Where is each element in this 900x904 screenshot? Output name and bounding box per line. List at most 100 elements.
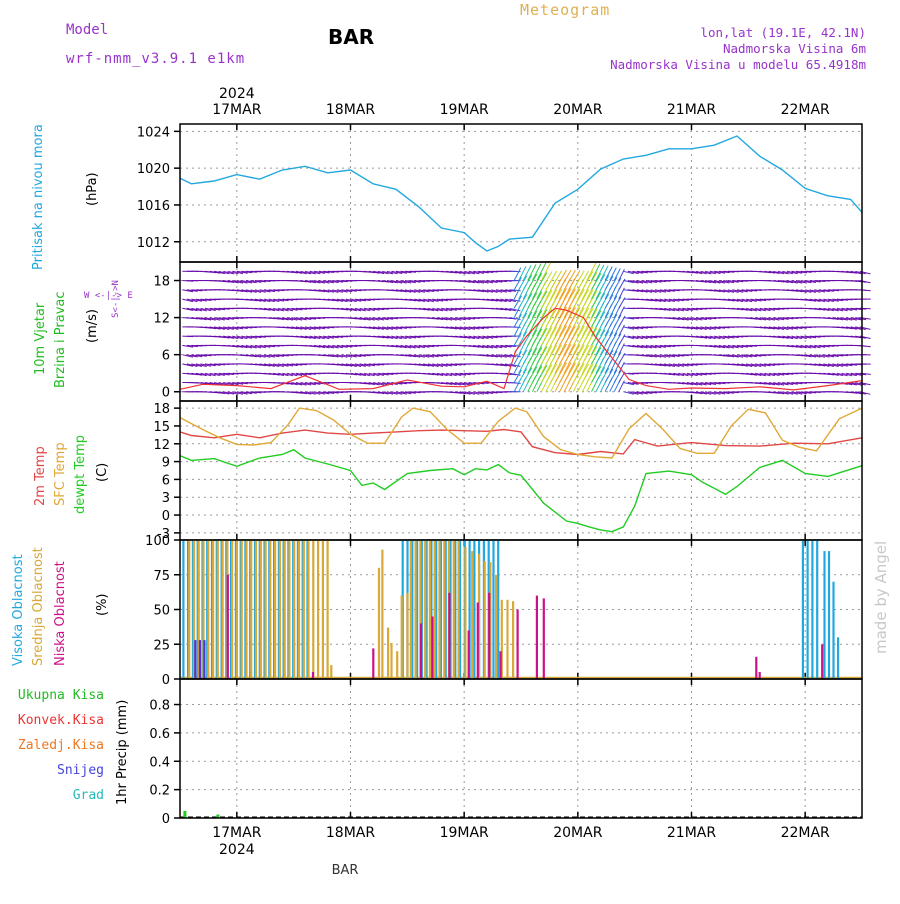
y-tick-label: 6 xyxy=(162,473,170,488)
low-cloud-bar xyxy=(488,593,490,679)
mid-cloud-bar xyxy=(406,593,408,679)
high-cloud-bar xyxy=(497,540,499,679)
y-tick-label: 0.6 xyxy=(149,727,170,742)
low-cloud-bar xyxy=(420,623,422,679)
mid-cloud-bar xyxy=(188,540,190,679)
legend-conv-rain: Konvek.Kisa xyxy=(18,713,104,728)
mid-cloud-bar xyxy=(265,540,267,679)
model-elevation-text: Nadmorska Visina u modelu 65.4918m xyxy=(610,57,866,72)
mid-cloud-bar xyxy=(330,665,332,679)
wind-arrow xyxy=(532,329,541,346)
y-tick-label: 0 xyxy=(162,386,170,401)
mid-cloud-bar xyxy=(443,540,445,679)
low-cloud-bar xyxy=(517,610,519,680)
wind-arrow xyxy=(596,367,605,382)
low-cloud-bar xyxy=(199,640,201,679)
mid-cloud-bar xyxy=(236,540,238,679)
pressure-line xyxy=(180,136,862,251)
mid-cloud-bar xyxy=(293,540,295,679)
station-title: BAR xyxy=(328,25,374,49)
panel-frame xyxy=(180,679,862,818)
low-cloud-bar xyxy=(203,640,205,679)
mid-cloud-bar xyxy=(387,628,389,679)
wind-arrow xyxy=(532,273,541,290)
mid-cloud-bar xyxy=(429,540,431,679)
low-cloud-bar xyxy=(431,617,433,680)
mid-cloud-bar xyxy=(312,540,314,679)
cloud-unit: (%) xyxy=(95,594,110,617)
mid-cloud-bar xyxy=(401,596,403,679)
y-tick-label: 18 xyxy=(153,402,170,417)
mid-cloud-bar xyxy=(284,540,286,679)
mid-cloud-bar xyxy=(274,540,276,679)
temp-unit: (C) xyxy=(95,463,110,482)
compass-we-label: W <-|-> E xyxy=(84,291,133,301)
high-cloud-bar xyxy=(807,540,809,679)
y-tick-label: 25 xyxy=(153,638,170,653)
wind-arrows xyxy=(182,262,870,394)
low-cloud-bar xyxy=(755,657,757,679)
wind-arrow xyxy=(592,311,601,327)
mid-cloud-bar xyxy=(495,575,497,679)
high-cloud-bar xyxy=(182,540,184,679)
mid-cloud-bar xyxy=(288,540,290,679)
y-tick-label: 100 xyxy=(145,534,170,549)
mid-cloud-bar xyxy=(506,600,508,679)
location-text: lon,lat (19.1E, 42.1N) xyxy=(700,25,866,40)
high-cloud-bar xyxy=(828,551,830,679)
top-day-label: 21MAR xyxy=(667,102,716,118)
low-cloud-bar xyxy=(477,603,479,680)
y-tick-label: 1016 xyxy=(137,199,170,214)
top-day-label: 19MAR xyxy=(440,102,489,118)
y-tick-label: 6 xyxy=(162,349,170,364)
y-tick-label: 15 xyxy=(153,420,170,435)
low-cloud-bar xyxy=(312,672,314,679)
wind-side-label-1: 10m Vjetar xyxy=(33,302,48,375)
bottom-day-label: 19MAR xyxy=(440,825,489,841)
wind-unit: (m/s) xyxy=(85,309,100,343)
wind-arrow xyxy=(537,365,547,382)
mid-cloud-bar xyxy=(438,540,440,679)
mid-cloud-bar xyxy=(322,540,324,679)
wind-arrow xyxy=(537,310,547,327)
high-cloud-bar xyxy=(492,540,494,679)
high-cloud-bar xyxy=(473,540,475,679)
legend-frz-rain: Zaledj.Kisa xyxy=(18,738,104,753)
y-tick-label: 12 xyxy=(153,312,170,327)
low-cloud-bar xyxy=(448,593,450,679)
y-tick-label: 3 xyxy=(162,491,170,506)
y-tick-label: 50 xyxy=(153,604,170,619)
legend-snow: Snijeg xyxy=(57,763,104,778)
mid-cloud-bar xyxy=(303,540,305,679)
low-cloud-bar xyxy=(227,575,229,679)
watermark: made by Angel xyxy=(872,541,890,654)
wind-arrow xyxy=(528,348,537,364)
mid-cloud-bar xyxy=(484,561,486,679)
wind-arrow xyxy=(528,330,537,346)
meteogram-title: Meteogram xyxy=(520,1,610,19)
mid-cloud-bar xyxy=(317,540,319,679)
mid-cloud-bar xyxy=(269,540,271,679)
wind-arrow xyxy=(596,349,605,364)
mid-cloud-bar xyxy=(222,540,224,679)
low-cloud-bar xyxy=(821,644,823,679)
mid-cloud-bar xyxy=(245,540,247,679)
wind-arrow xyxy=(596,275,605,290)
legend-total-rain: Ukupna Kisa xyxy=(18,688,104,703)
wind-arrow xyxy=(537,273,547,290)
wind-arrow xyxy=(528,311,537,327)
mid-cloud-bar xyxy=(327,540,329,679)
sfctemp-side-label: SFC Temp xyxy=(53,442,68,506)
wind-arrow xyxy=(537,291,547,308)
mid-cloud-bar xyxy=(396,651,398,679)
mid-cloud-bar xyxy=(458,540,460,679)
wind-arrow xyxy=(532,292,541,308)
wind-arrow xyxy=(592,273,601,289)
bottom-day-label: 17MAR xyxy=(212,825,261,841)
low-cloud-bar xyxy=(543,598,545,679)
low-cloud-bar xyxy=(194,640,196,679)
